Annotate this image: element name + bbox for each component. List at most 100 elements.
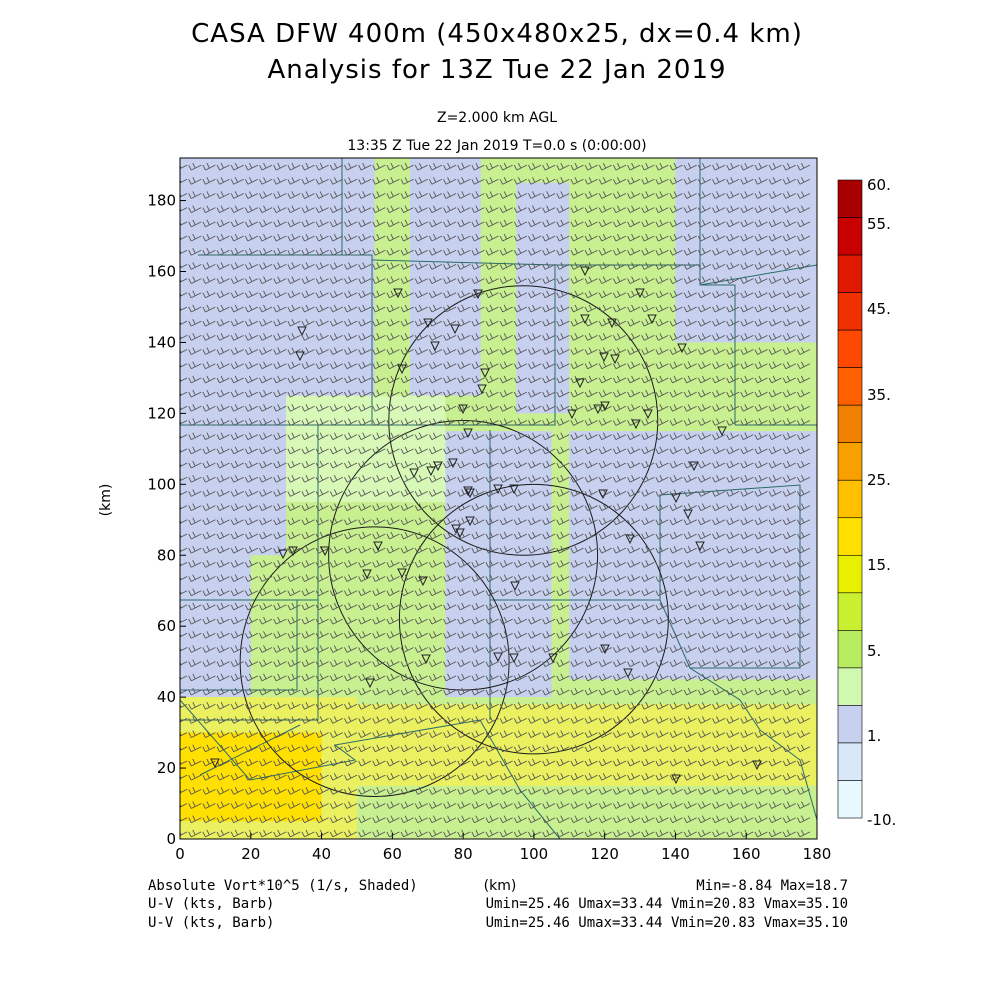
wind-barb xyxy=(485,503,499,511)
wind-barb xyxy=(315,290,329,299)
wind-barb xyxy=(301,829,315,838)
wind-barb xyxy=(315,162,329,171)
wind-barb xyxy=(315,489,329,497)
wind-barb xyxy=(683,517,697,526)
wind-barb xyxy=(414,744,428,753)
wind-barb xyxy=(669,460,683,469)
wind-barb xyxy=(584,446,598,455)
wind-barb xyxy=(414,758,428,767)
wind-barb xyxy=(400,333,414,341)
wind-barb xyxy=(400,191,414,199)
wind-barb xyxy=(542,801,556,809)
wind-barb xyxy=(584,716,598,724)
wind-barb xyxy=(697,248,712,256)
wind-barb xyxy=(598,432,612,441)
wind-barb xyxy=(301,219,315,228)
wind-barb xyxy=(641,446,655,455)
wind-barb xyxy=(230,404,244,412)
wind-barb xyxy=(528,375,542,384)
wind-barb xyxy=(584,361,598,370)
wind-barb xyxy=(485,815,499,824)
wind-barb xyxy=(768,219,782,228)
wind-barb xyxy=(216,560,230,568)
wind-barb xyxy=(216,531,230,540)
wind-barb xyxy=(528,219,542,228)
wind-barb xyxy=(740,233,754,242)
wind-barb xyxy=(372,787,386,795)
wind-barb xyxy=(627,276,641,284)
wind-barb xyxy=(180,434,188,439)
wind-barb xyxy=(726,730,740,738)
wind-barb xyxy=(570,602,584,611)
wind-barb xyxy=(570,645,584,653)
wind-barb xyxy=(344,744,358,753)
wind-barb xyxy=(329,716,343,724)
wind-barb xyxy=(428,290,443,299)
wind-barb xyxy=(287,588,301,597)
wind-barb xyxy=(754,304,768,313)
wind-barb xyxy=(683,531,697,540)
wind-barb xyxy=(471,219,485,228)
wind-barb xyxy=(740,347,754,355)
wind-barb xyxy=(542,588,556,597)
wind-barb xyxy=(301,645,315,653)
wind-barb xyxy=(273,815,287,824)
county-boundary xyxy=(371,259,556,426)
wind-barb xyxy=(782,659,796,668)
wind-barb xyxy=(712,631,726,639)
wind-barb xyxy=(570,262,584,270)
station-marker xyxy=(610,354,620,365)
wind-barb xyxy=(697,503,712,511)
wind-barb xyxy=(612,389,627,398)
wind-barb xyxy=(768,602,782,611)
wind-barb xyxy=(528,162,542,171)
wind-barb xyxy=(740,659,754,668)
wind-barb xyxy=(499,219,513,228)
wind-barb xyxy=(612,333,627,341)
wind-barb xyxy=(180,547,188,553)
wind-barb xyxy=(301,446,315,455)
wind-barb xyxy=(329,446,343,455)
wind-barb xyxy=(641,815,655,824)
wind-barb xyxy=(400,801,414,809)
wind-barb xyxy=(287,404,301,412)
wind-barb xyxy=(188,602,202,611)
wind-barb xyxy=(556,772,570,781)
wind-barb xyxy=(428,418,443,426)
wind-barb xyxy=(287,787,301,795)
wind-barb xyxy=(726,531,740,540)
wind-barb xyxy=(230,333,244,341)
wind-barb xyxy=(683,545,697,554)
wind-barb xyxy=(315,361,329,370)
wind-barb xyxy=(726,375,740,384)
wind-barb xyxy=(273,489,287,497)
wind-barb xyxy=(358,177,372,185)
wind-barb xyxy=(513,801,528,809)
wind-barb xyxy=(188,248,202,256)
wind-barb xyxy=(669,290,683,299)
wind-barb xyxy=(499,503,513,511)
wind-barb xyxy=(655,673,669,682)
wind-barb xyxy=(697,574,712,582)
wind-barb xyxy=(400,744,414,753)
wind-barb xyxy=(315,191,329,199)
wind-barb xyxy=(754,531,768,540)
wind-barb xyxy=(499,758,513,767)
station-marker xyxy=(320,546,330,557)
wind-barb xyxy=(273,588,287,597)
station-marker xyxy=(625,534,635,545)
wind-barb xyxy=(372,432,386,441)
wind-barb xyxy=(570,687,584,696)
wind-barb xyxy=(457,162,471,171)
wind-barb xyxy=(768,233,782,242)
wind-barb xyxy=(598,517,612,526)
wind-barb xyxy=(797,177,811,185)
station-marker xyxy=(635,288,645,299)
wind-barb xyxy=(570,205,584,214)
wind-barb xyxy=(655,290,669,299)
wind-barb xyxy=(513,375,528,384)
wind-barb xyxy=(499,460,513,469)
wind-barb xyxy=(598,758,612,767)
wind-barb xyxy=(612,446,627,455)
wind-barb xyxy=(726,744,740,753)
